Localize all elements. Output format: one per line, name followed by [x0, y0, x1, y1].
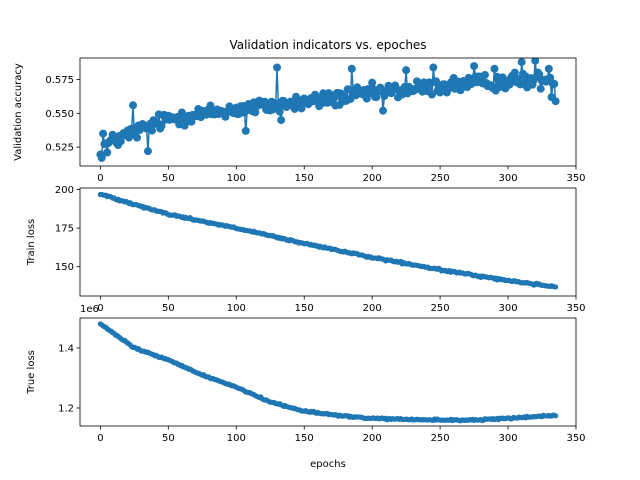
validation-accuracy-point [379, 106, 388, 115]
validation-accuracy-point [143, 147, 152, 156]
validation-accuracy-point [157, 121, 166, 130]
validation-accuracy-xtick-label: 150 [295, 173, 314, 184]
validation-accuracy-point [133, 133, 142, 142]
validation-accuracy-point [470, 62, 479, 71]
validation-accuracy-point [187, 117, 196, 126]
train-loss-xtick-label: 200 [363, 303, 382, 314]
validation-accuracy-xtick-label: 300 [499, 173, 518, 184]
validation-accuracy-ytick-label: 0.575 [45, 75, 74, 86]
validation-accuracy-point [241, 126, 250, 135]
validation-accuracy-xtick-label: 50 [162, 173, 175, 184]
validation-accuracy-point [277, 116, 286, 125]
true-loss-axes-frame [79, 317, 577, 427]
train-loss-xtick-label: 100 [227, 303, 246, 314]
validation-accuracy-point [177, 108, 186, 117]
true-loss-ytick-label: 1.2 [58, 404, 74, 415]
validation-accuracy-point [148, 126, 157, 135]
true-loss-xtick-label: 300 [499, 433, 518, 444]
validation-accuracy-point [97, 153, 106, 162]
validation-accuracy-point [546, 73, 555, 82]
true-loss-point [553, 413, 559, 419]
train-loss-xtick-label: 0 [97, 303, 103, 314]
train-loss-xtick-label: 300 [499, 303, 518, 314]
train-loss-series [97, 191, 559, 290]
validation-accuracy-point [251, 108, 260, 117]
validation-accuracy-xtick-label: 100 [227, 173, 246, 184]
validation-accuracy-point [129, 101, 137, 110]
true-loss-ylabel: True loss [26, 350, 37, 395]
validation-accuracy-xtick-label: 250 [431, 173, 450, 184]
true-loss-offset-text: 1e6 [80, 304, 99, 315]
validation-accuracy-ytick-label: 0.525 [45, 143, 74, 154]
validation-accuracy-point [490, 64, 499, 73]
train-loss-xtick-label: 350 [566, 303, 585, 314]
train-loss-ytick-label: 175 [55, 224, 74, 235]
true-loss-xtick-label: 50 [162, 433, 175, 444]
validation-accuracy-point [347, 64, 356, 73]
train-loss-xtick-label: 150 [295, 303, 314, 314]
train-loss-xtick-label: 50 [162, 303, 175, 314]
train-loss-point [553, 284, 559, 290]
subplot-true-loss: 0 50 100 150 200 250 300 350 1.2 1.4 True loss 1e6 [26, 304, 586, 444]
validation-accuracy-point [297, 104, 306, 113]
true-loss-xtick-label: 150 [295, 433, 314, 444]
true-loss-xtick-label: 250 [431, 433, 450, 444]
validation-accuracy-point [103, 148, 112, 157]
validation-accuracy-point [275, 107, 284, 116]
validation-accuracy-xtick-label: 200 [363, 173, 382, 184]
validation-accuracy-ytick-label: 0.550 [45, 109, 74, 120]
validation-accuracy-series [96, 58, 560, 162]
true-loss-series [97, 321, 559, 424]
validation-accuracy-point [531, 58, 540, 65]
validation-accuracy-point [273, 63, 282, 72]
validation-accuracy-point [206, 101, 215, 110]
validation-accuracy-point [99, 129, 108, 138]
validation-accuracy-point [551, 97, 560, 106]
validation-accuracy-point [362, 94, 371, 103]
validation-accuracy-point [402, 66, 411, 75]
validation-accuracy-point [544, 64, 553, 73]
train-loss-ylabel: Train loss [26, 219, 37, 267]
true-loss-xtick-label: 200 [363, 433, 382, 444]
validation-accuracy-point [480, 70, 489, 79]
train-loss-xtick-label: 250 [431, 303, 450, 314]
validation-accuracy-point [517, 58, 526, 67]
validation-accuracy-point [510, 68, 519, 77]
true-loss-xtick-label: 0 [97, 433, 103, 444]
train-loss-ytick-label: 150 [55, 262, 74, 273]
x-axis-label: epochs [310, 459, 346, 470]
validation-accuracy-point [368, 78, 377, 87]
validation-accuracy-point [535, 70, 544, 79]
train-loss-ytick-label: 200 [55, 185, 74, 196]
true-loss-xtick-label: 350 [566, 433, 585, 444]
validation-accuracy-xtick-label: 350 [566, 173, 585, 184]
validation-accuracy-point [536, 84, 545, 93]
validation-accuracy-xtick-label: 0 [97, 173, 103, 184]
validation-accuracy-point [429, 63, 438, 72]
validation-accuracy-point [550, 79, 559, 88]
validation-accuracy-ylabel: Validation accuracy [13, 63, 24, 161]
subplot-validation-accuracy: 0 50 100 150 200 250 300 350 0.525 0.550 0.575 Vali… [13, 57, 586, 184]
chart-title: Validation indicators vs. epoches [229, 38, 426, 52]
subplot-train-loss: 0 50 100 150 200 250 300 350 150 175 200 Train loss [26, 185, 586, 314]
true-loss-ytick-label: 1.4 [58, 344, 74, 355]
validation-accuracy-point [116, 137, 125, 146]
train-loss-axes-frame [79, 187, 577, 297]
true-loss-xtick-label: 100 [227, 433, 246, 444]
validation-accuracy-axes-frame [79, 57, 577, 167]
